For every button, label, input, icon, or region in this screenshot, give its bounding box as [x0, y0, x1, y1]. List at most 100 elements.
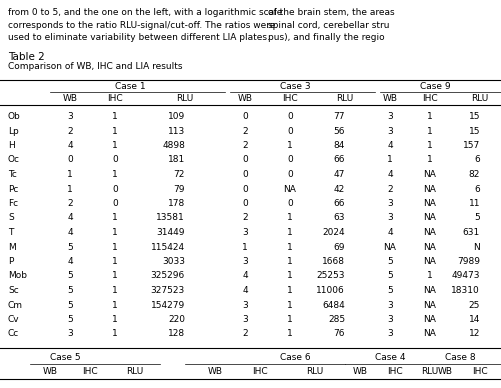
Text: NA: NA — [384, 242, 396, 251]
Text: 1: 1 — [112, 286, 118, 295]
Text: IHC: IHC — [472, 367, 488, 376]
Text: 1: 1 — [67, 170, 73, 179]
Text: 157: 157 — [463, 141, 480, 150]
Text: 12: 12 — [468, 329, 480, 338]
Text: 3: 3 — [67, 112, 73, 121]
Text: Oc: Oc — [8, 156, 20, 165]
Text: 109: 109 — [168, 112, 185, 121]
Text: 69: 69 — [334, 242, 345, 251]
Text: 6484: 6484 — [322, 300, 345, 310]
Text: 11: 11 — [468, 199, 480, 208]
Text: 79: 79 — [173, 185, 185, 194]
Text: 0: 0 — [287, 170, 293, 179]
Text: 0: 0 — [287, 126, 293, 135]
Text: 4: 4 — [67, 141, 73, 150]
Text: 82: 82 — [468, 170, 480, 179]
Text: NA: NA — [284, 185, 297, 194]
Text: N: N — [473, 242, 480, 251]
Text: S: S — [8, 213, 14, 222]
Text: 72: 72 — [174, 170, 185, 179]
Text: 1668: 1668 — [322, 257, 345, 266]
Text: 31449: 31449 — [156, 228, 185, 237]
Text: 3: 3 — [387, 329, 393, 338]
Text: 128: 128 — [168, 329, 185, 338]
Text: 4898: 4898 — [162, 141, 185, 150]
Text: 3033: 3033 — [162, 257, 185, 266]
Text: Lp: Lp — [8, 126, 19, 135]
Text: 0: 0 — [287, 156, 293, 165]
Text: 1: 1 — [112, 228, 118, 237]
Text: 0: 0 — [242, 112, 248, 121]
Text: 4: 4 — [387, 141, 393, 150]
Text: NA: NA — [423, 300, 436, 310]
Text: 115424: 115424 — [151, 242, 185, 251]
Text: 5: 5 — [67, 272, 73, 281]
Text: 0: 0 — [242, 156, 248, 165]
Text: 4: 4 — [242, 286, 248, 295]
Text: Cc: Cc — [8, 329, 19, 338]
Text: 1: 1 — [287, 141, 293, 150]
Text: Comparison of WB, IHC and LIA results: Comparison of WB, IHC and LIA results — [8, 62, 182, 71]
Text: 1: 1 — [287, 272, 293, 281]
Text: 5: 5 — [474, 213, 480, 222]
Text: 154279: 154279 — [151, 300, 185, 310]
Text: 181: 181 — [168, 156, 185, 165]
Text: of the brain stem, the areas: of the brain stem, the areas — [268, 8, 395, 17]
Text: Case 6: Case 6 — [280, 353, 310, 362]
Text: NA: NA — [423, 286, 436, 295]
Text: 220: 220 — [168, 315, 185, 324]
Text: M: M — [8, 242, 16, 251]
Text: 5: 5 — [387, 257, 393, 266]
Text: 2: 2 — [242, 126, 248, 135]
Text: 3: 3 — [242, 315, 248, 324]
Text: RLU: RLU — [336, 94, 354, 103]
Text: WB: WB — [353, 367, 368, 376]
Text: 1: 1 — [427, 272, 433, 281]
Text: NA: NA — [423, 213, 436, 222]
Text: 1: 1 — [427, 141, 433, 150]
Text: Table 2: Table 2 — [8, 52, 45, 62]
Text: 2: 2 — [67, 199, 73, 208]
Text: 3: 3 — [242, 228, 248, 237]
Text: 11006: 11006 — [316, 286, 345, 295]
Text: 0: 0 — [112, 199, 118, 208]
Text: 4: 4 — [67, 257, 73, 266]
Text: RLU: RLU — [176, 94, 193, 103]
Text: Case 9: Case 9 — [420, 82, 450, 91]
Text: 1: 1 — [112, 141, 118, 150]
Text: Cv: Cv — [8, 315, 20, 324]
Text: 63: 63 — [334, 213, 345, 222]
Text: 3: 3 — [387, 300, 393, 310]
Text: 66: 66 — [334, 199, 345, 208]
Text: 2: 2 — [242, 213, 248, 222]
Text: 2: 2 — [67, 126, 73, 135]
Text: 5: 5 — [67, 286, 73, 295]
Text: 4: 4 — [387, 228, 393, 237]
Text: 178: 178 — [168, 199, 185, 208]
Text: 1: 1 — [287, 315, 293, 324]
Text: 76: 76 — [334, 329, 345, 338]
Text: 25: 25 — [468, 300, 480, 310]
Text: 15: 15 — [468, 126, 480, 135]
Text: from 0 to 5, and the one on the left, with a logarithmic scale: from 0 to 5, and the one on the left, wi… — [8, 8, 283, 17]
Text: 14: 14 — [468, 315, 480, 324]
Text: RLU: RLU — [421, 367, 438, 376]
Text: 1: 1 — [112, 112, 118, 121]
Text: 56: 56 — [334, 126, 345, 135]
Text: 6: 6 — [474, 156, 480, 165]
Text: 0: 0 — [287, 199, 293, 208]
Text: 5: 5 — [387, 272, 393, 281]
Text: 5: 5 — [67, 242, 73, 251]
Text: NA: NA — [423, 199, 436, 208]
Text: 1: 1 — [112, 242, 118, 251]
Text: corresponds to the ratio RLU-signal/cut-off. The ratios were: corresponds to the ratio RLU-signal/cut-… — [8, 21, 276, 29]
Text: Case 1: Case 1 — [115, 82, 145, 91]
Text: 7989: 7989 — [457, 257, 480, 266]
Text: 66: 66 — [334, 156, 345, 165]
Text: 0: 0 — [242, 170, 248, 179]
Text: 3: 3 — [242, 300, 248, 310]
Text: 1: 1 — [112, 272, 118, 281]
Text: 3: 3 — [67, 329, 73, 338]
Text: 113: 113 — [168, 126, 185, 135]
Text: 1: 1 — [287, 300, 293, 310]
